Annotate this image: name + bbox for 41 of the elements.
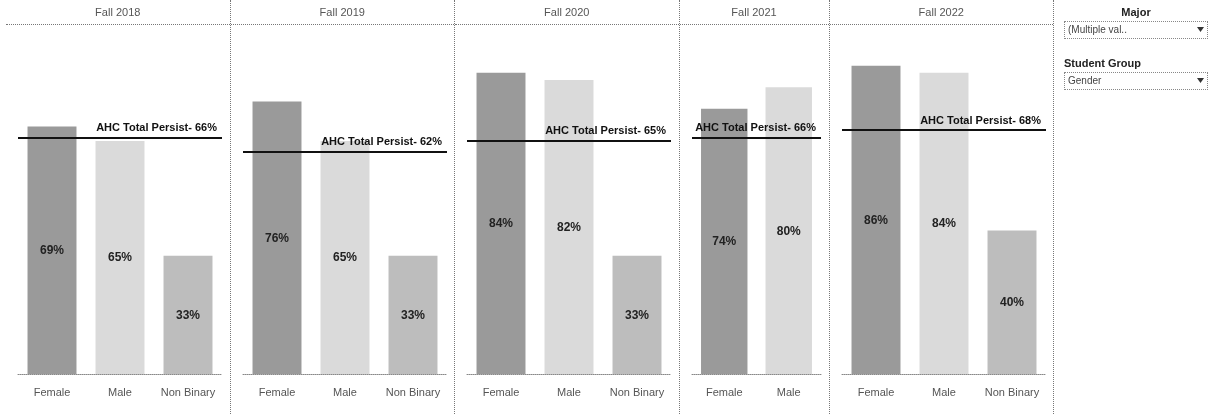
chart-title: Fall 2021	[679, 0, 829, 25]
x-tick-label: Non Binary	[609, 385, 665, 398]
text: Student Group	[1064, 57, 1142, 69]
ref-line-label: AHC Total Persist- 68%	[919, 113, 1041, 126]
x-tick-label: Non Binary	[385, 385, 441, 398]
chart-title: Fall 2020	[455, 0, 679, 25]
data-label: 84%	[488, 216, 514, 231]
dropdown: Gender	[1064, 72, 1208, 90]
data-label: 74%	[711, 234, 737, 249]
x-tick-label: Non Binary	[160, 385, 216, 398]
ref-line-label: AHC Total Persist- 66%	[96, 120, 218, 133]
data-label: 33%	[400, 307, 425, 322]
data-label: 65%	[332, 250, 357, 265]
data-label: 76%	[264, 230, 289, 245]
data-label: 86%	[863, 212, 888, 227]
dropdown: (Multiple val..	[1064, 21, 1208, 39]
chart-title: Fall 2018	[6, 0, 230, 25]
ref-line-label: AHC Total Persist- 62%	[320, 135, 442, 148]
x-tick-label: Female	[482, 385, 520, 398]
text: Major	[1120, 6, 1152, 18]
x-tick-label: Female	[258, 385, 295, 398]
x-tick-label: Female	[705, 385, 743, 398]
data-label: 84%	[931, 216, 956, 231]
data-label: 65%	[107, 250, 133, 265]
x-tick-label: Male	[557, 385, 581, 398]
x-tick-label: Male	[332, 385, 357, 398]
chart-title: Fall 2019	[230, 0, 454, 25]
data-label: 40%	[999, 295, 1024, 310]
data-label: 69%	[39, 243, 65, 258]
x-tick-label: Male	[108, 385, 132, 398]
ref-line-label: AHC Total Persist- 65%	[545, 124, 667, 137]
data-label: 80%	[776, 223, 801, 238]
x-tick-label: Female	[857, 385, 894, 398]
x-tick-label: Female	[33, 385, 71, 398]
data-label: 33%	[624, 307, 650, 322]
chart-title: Fall 2022	[829, 0, 1053, 25]
data-label: 33%	[175, 307, 201, 322]
x-tick-label: Male	[776, 385, 801, 398]
data-label: 82%	[556, 220, 582, 234]
x-tick-label: Male	[931, 385, 956, 398]
x-tick-label: Non Binary	[984, 385, 1040, 398]
